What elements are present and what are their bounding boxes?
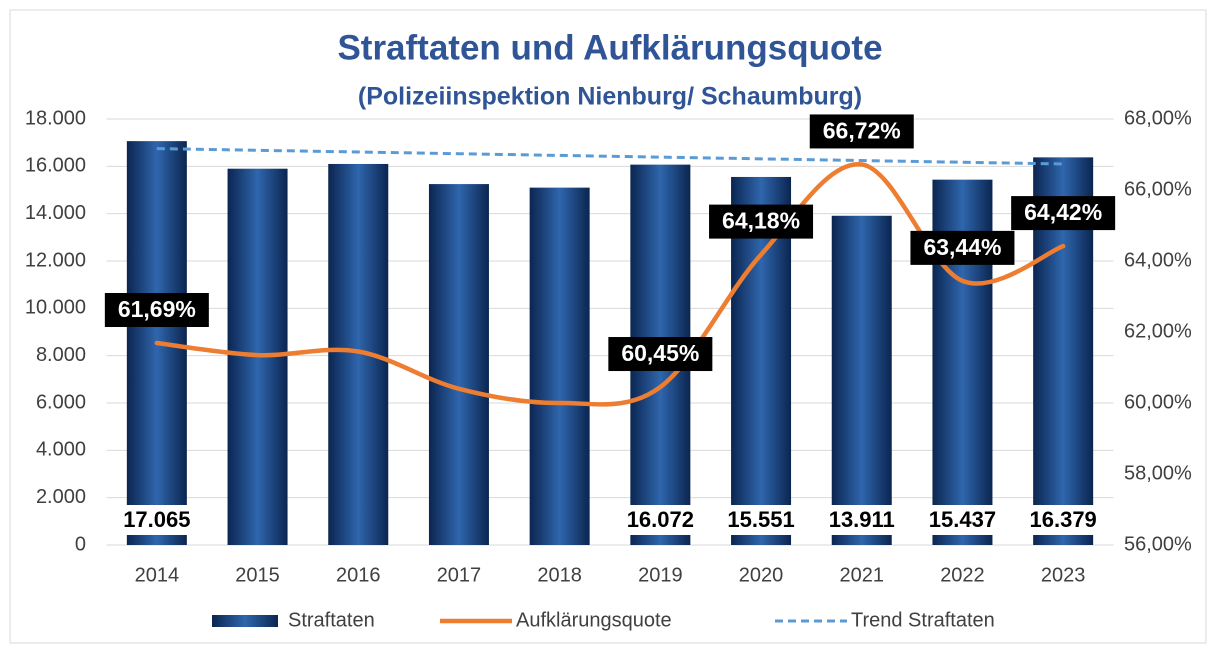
line <box>154 162 1066 407</box>
y-tick-label: 18.000 <box>25 107 86 129</box>
x-tick-label: 2021 <box>840 564 885 586</box>
x-tick-label: 2014 <box>135 564 180 586</box>
chart-frame <box>9 9 1207 644</box>
data-label-box <box>104 293 209 328</box>
legend-swatch <box>212 615 278 627</box>
data-label-box <box>912 505 1013 535</box>
y-tick-label: 12.000 <box>25 249 86 271</box>
x-tick-label: 2017 <box>437 564 482 586</box>
x-tick-label: 2023 <box>1041 564 1086 586</box>
y2-tick-label: 58,00% <box>1124 462 1192 484</box>
bar <box>831 215 892 545</box>
legend-label: Aufklärungsquote <box>516 609 672 631</box>
data-label-box <box>910 230 1015 265</box>
data-label-box <box>608 337 713 372</box>
x-tick-label: 2015 <box>235 564 280 586</box>
y-tick-label: 4.000 <box>36 439 86 461</box>
data-label-box <box>1013 505 1114 535</box>
y-tick-label: 6.000 <box>36 391 86 413</box>
y2-tick-label: 66,00% <box>1124 178 1192 200</box>
data-label: 13.911 <box>829 507 895 532</box>
data-label: 66,72% <box>823 118 901 144</box>
y-tick-label: 2.000 <box>36 486 86 508</box>
data-label: 64,18% <box>722 208 800 234</box>
data-label-box <box>811 505 912 535</box>
bar <box>529 187 590 545</box>
y2-tick-label: 62,00% <box>1124 320 1192 342</box>
data-label: 60,45% <box>621 340 699 366</box>
y-tick-label: 16.000 <box>25 155 86 177</box>
data-label: 16.072 <box>627 507 694 532</box>
data-label: 15.437 <box>929 507 996 532</box>
y-tick-label: 10.000 <box>25 297 86 319</box>
data-label-box <box>711 505 812 535</box>
trend-line <box>156 147 1064 166</box>
y2-tick-label: 60,00% <box>1124 391 1192 413</box>
data-label-box <box>106 505 207 535</box>
x-tick-label: 2019 <box>638 564 683 586</box>
data-label: 16.379 <box>1030 507 1097 532</box>
data-label-box <box>809 114 914 149</box>
x-tick-label: 2016 <box>336 564 381 586</box>
y2-tick-label: 64,00% <box>1124 249 1192 271</box>
y-tick-label: 14.000 <box>25 202 86 224</box>
y2-tick-label: 56,00% <box>1124 533 1192 555</box>
x-tick-label: 2022 <box>940 564 985 586</box>
legend-label: Trend Straftaten <box>851 609 995 631</box>
y-tick-label: 0 <box>75 533 86 555</box>
data-label: 15.551 <box>727 507 794 532</box>
x-tick-label: 2020 <box>739 564 784 586</box>
data-label-box <box>610 505 711 535</box>
data-label: 17.065 <box>123 507 190 532</box>
data-label: 64,42% <box>1024 199 1102 225</box>
data-label-box <box>709 204 814 239</box>
y-tick-label: 8.000 <box>36 344 86 366</box>
legend-label: Straftaten <box>288 609 375 631</box>
x-tick-label: 2018 <box>537 564 582 586</box>
bar <box>428 184 489 546</box>
chart-title: Straftaten und Aufklärungsquote <box>337 28 882 67</box>
data-label-box <box>1011 196 1116 231</box>
data-label: 61,69% <box>118 296 196 322</box>
chart-subtitle: (Polizeiinspektion Nienburg/ Schaumburg) <box>358 83 862 111</box>
bar <box>328 163 389 545</box>
data-label: 63,44% <box>923 234 1001 260</box>
y2-tick-label: 68,00% <box>1124 107 1192 129</box>
